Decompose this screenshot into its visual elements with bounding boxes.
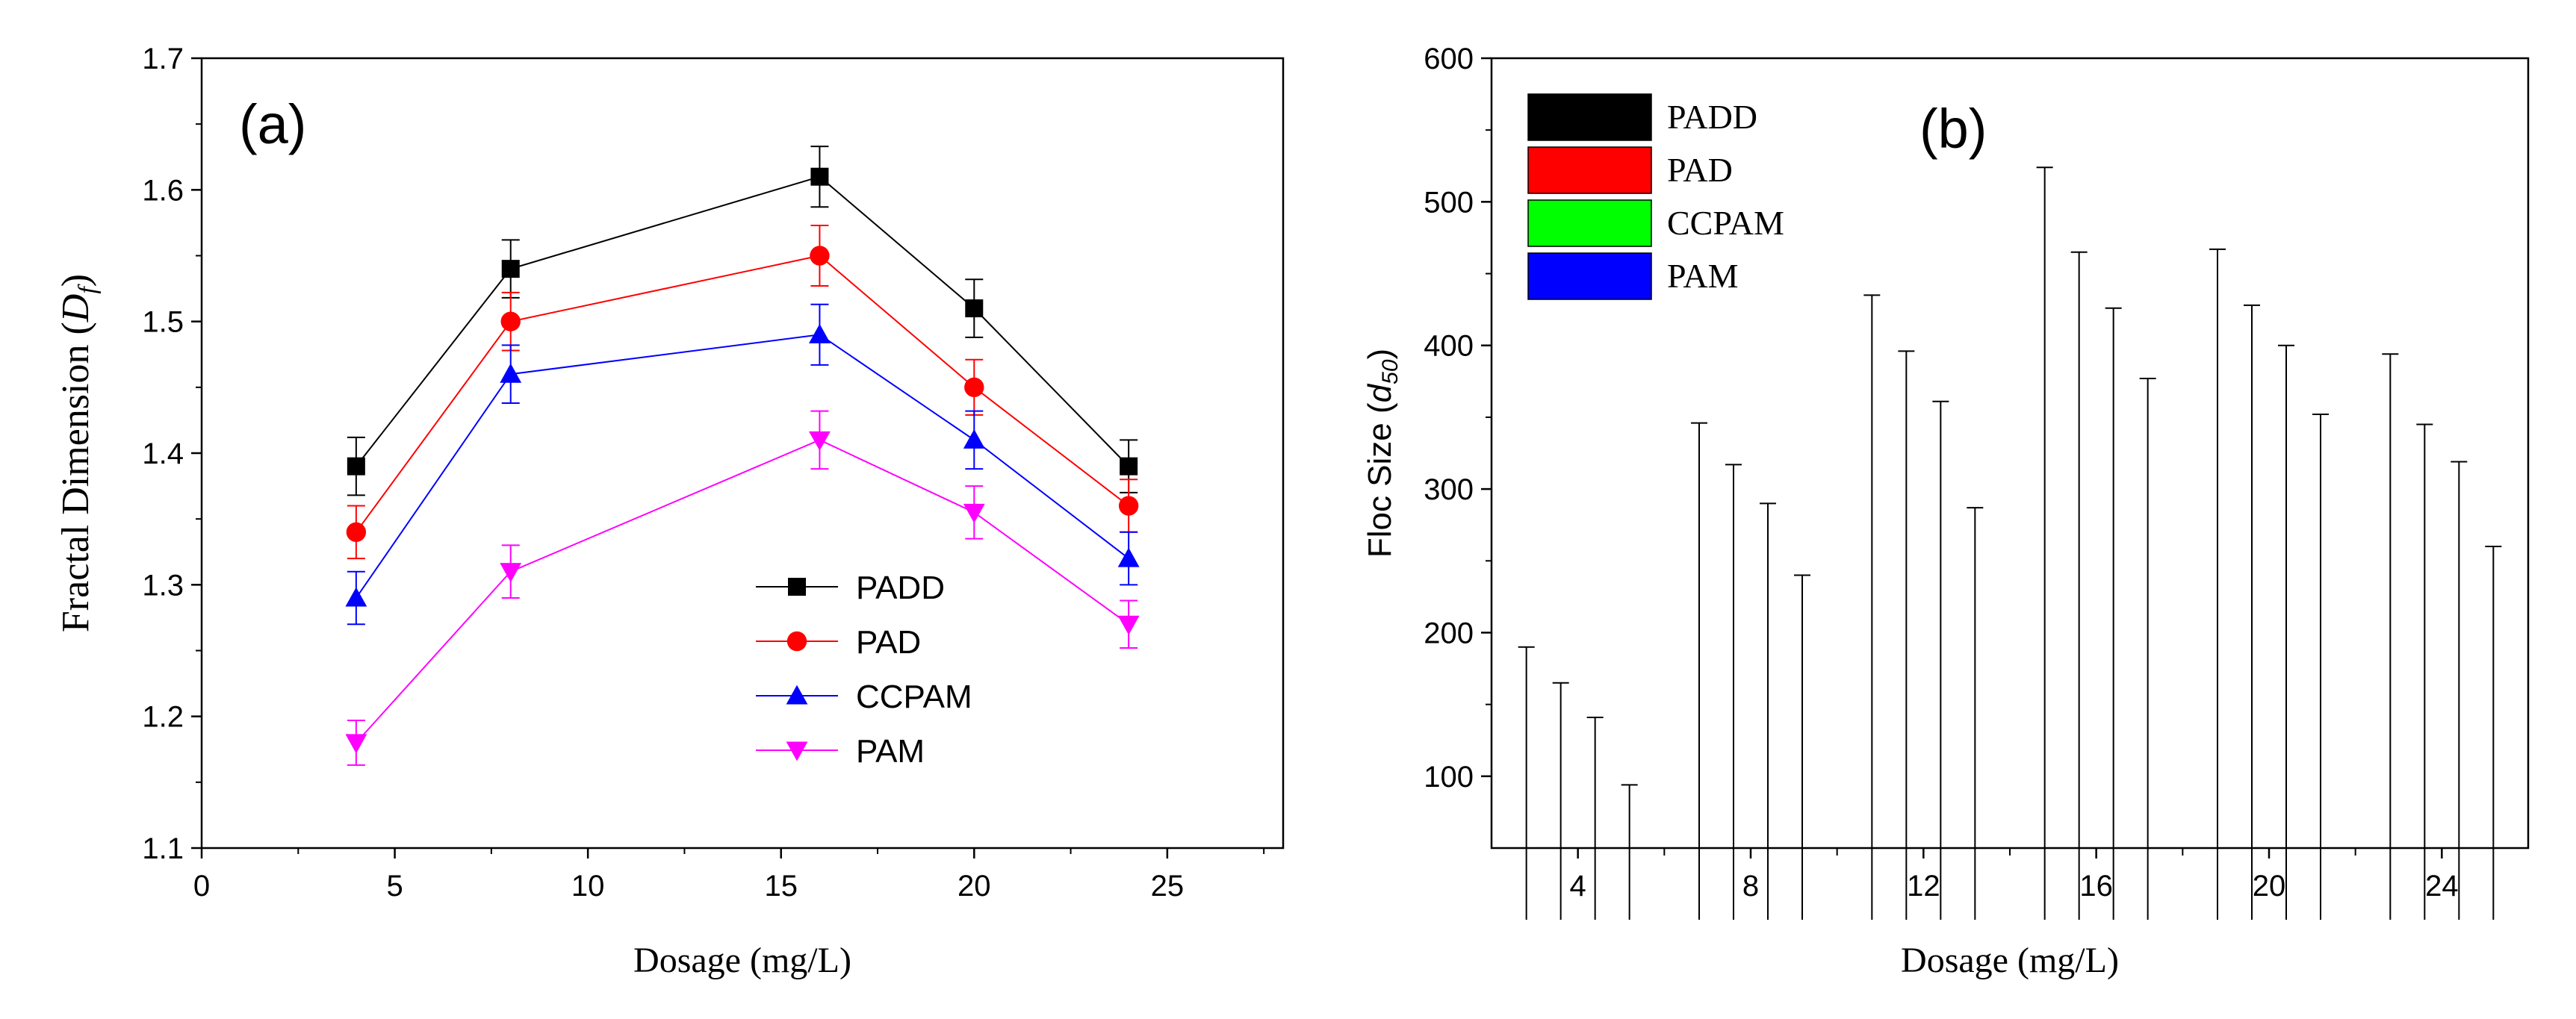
panel-b-y-axis-label-close: ) bbox=[1362, 349, 1398, 360]
panel-b-x-tick-label: 24 bbox=[2425, 870, 2459, 903]
panel-b-y-axis-label: Floc Size (d50) bbox=[1362, 349, 1403, 558]
panel-a-ticks: 0 5 10 15 20 25 1.1 1.2 1.3 1.4 1.5 1.6 1.7 bbox=[142, 43, 1265, 903]
panel-b-ticks: 100 200 300 400 500 600 4 8 12 16 20 24 bbox=[1424, 43, 2458, 903]
panel-b-x-tick-label: 8 bbox=[1742, 870, 1759, 903]
panel-b-y-tick-label: 600 bbox=[1424, 43, 1474, 75]
panel-a-point-pam bbox=[963, 503, 985, 523]
panel-b-bar-chart: 100 200 300 400 500 600 4 8 12 16 20 24 (b) Dosage … bbox=[1362, 43, 2530, 980]
panel-a-point-pam bbox=[809, 431, 831, 451]
panel-a-x-tick-label: 5 bbox=[386, 870, 403, 903]
panel-a-legend-label-padd: PADD bbox=[856, 570, 945, 606]
panel-a-point-ccpam bbox=[345, 587, 367, 607]
panel-b-legend-swatch-padd bbox=[1527, 93, 1652, 141]
panel-b-y-tick-label: 200 bbox=[1424, 617, 1474, 649]
panel-a-legend-marker-padd bbox=[788, 578, 806, 596]
panel-a-point-ccpam bbox=[963, 429, 985, 449]
panel-a-series-ccpam bbox=[345, 303, 1140, 626]
panel-a-legend: PADD PAD CCPAM PAM bbox=[756, 570, 972, 770]
panel-a-point-pad bbox=[1118, 496, 1139, 516]
panel-b-y-tick-label: 400 bbox=[1424, 330, 1474, 363]
panel-a-series-pam bbox=[345, 410, 1140, 766]
panel-a-point-padd bbox=[1120, 457, 1138, 476]
panel-a-legend-label-pam: PAM bbox=[856, 733, 925, 770]
panel-a-legend-label-ccpam: CCPAM bbox=[856, 679, 972, 715]
panel-b-y-axis-label-main: Floc Size ( bbox=[1362, 402, 1398, 558]
panel-a-legend-marker-pad bbox=[786, 631, 807, 652]
panel-b-x-tick-label: 12 bbox=[1907, 870, 1940, 903]
panel-b-x-tick-label: 20 bbox=[2253, 870, 2286, 903]
panel-a-point-pad bbox=[500, 311, 521, 331]
panel-a-point-padd bbox=[501, 260, 520, 278]
panel-a-label: (a) bbox=[239, 93, 306, 155]
panel-a-point-pad bbox=[964, 377, 984, 398]
panel-b-y-axis-label-subscript: 50 bbox=[1378, 359, 1403, 384]
panel-b-legend-swatch-pam bbox=[1527, 252, 1652, 300]
panel-b-y-axis-label-symbol: d bbox=[1362, 383, 1398, 402]
panel-a-y-tick-label: 1.5 bbox=[142, 306, 184, 339]
panel-b-legend-label-padd: PADD bbox=[1667, 98, 1757, 136]
panel-a-series-padd bbox=[347, 146, 1138, 496]
panel-b-legend-swatch-pad bbox=[1527, 146, 1652, 194]
panel-a-y-tick-label: 1.3 bbox=[142, 569, 184, 602]
panel-a-x-tick-label: 10 bbox=[571, 870, 605, 903]
panel-b-y-tick-label: 500 bbox=[1424, 186, 1474, 219]
panel-a-x-tick-label: 15 bbox=[764, 870, 798, 903]
panel-a-series-pad bbox=[346, 224, 1139, 560]
panel-b-label: (b) bbox=[1919, 98, 1987, 160]
panel-a-point-pam bbox=[345, 734, 367, 754]
panel-a-x-tick-label: 0 bbox=[193, 870, 210, 903]
panel-a-point-pad bbox=[810, 246, 830, 266]
panel-b-x-tick-label: 16 bbox=[2079, 870, 2113, 903]
panel-a-y-axis-label-close: ) bbox=[55, 274, 97, 287]
panel-b-legend: PADD PAD CCPAM PAM bbox=[1527, 93, 1784, 300]
panel-b-x-axis-label: Dosage (mg/L) bbox=[1901, 941, 2119, 980]
panel-a-series-group bbox=[345, 146, 1140, 766]
panel-a-y-tick-label: 1.4 bbox=[142, 437, 184, 470]
panel-a-x-tick-label: 25 bbox=[1151, 870, 1185, 903]
panel-a-legend-marker-pam bbox=[786, 741, 808, 761]
panel-a-point-ccpam bbox=[1117, 547, 1140, 567]
panel-a-y-axis-label-symbol: D bbox=[55, 294, 97, 323]
panel-a-point-pad bbox=[346, 522, 367, 542]
panel-a-y-axis-label-main: Fractal Dimension ( bbox=[55, 322, 97, 632]
panel-a-point-pam bbox=[1117, 615, 1140, 635]
panel-a-y-tick-label: 1.6 bbox=[142, 174, 184, 207]
panel-a-x-tick-label: 20 bbox=[958, 870, 991, 903]
panel-b-legend-label-pad: PAD bbox=[1667, 151, 1733, 189]
panel-a-point-padd bbox=[810, 167, 829, 186]
panel-a-line-pam bbox=[356, 439, 1129, 744]
panel-a-y-tick-label: 1.7 bbox=[142, 43, 184, 75]
panel-a-point-pam bbox=[500, 563, 522, 583]
panel-a-line-pad bbox=[356, 255, 1129, 533]
panel-a-point-ccpam bbox=[500, 363, 522, 383]
panel-b-y-tick-label: 100 bbox=[1424, 761, 1474, 794]
panel-b-bars-group bbox=[1518, 166, 2502, 920]
panel-a-legend-marker-ccpam bbox=[786, 685, 808, 705]
panel-a-legend-label-pad: PAD bbox=[856, 624, 921, 661]
panel-a-line-chart: 0 5 10 15 20 25 1.1 1.2 1.3 1.4 1.5 1.6 1.7 (a) Dosa… bbox=[55, 43, 1285, 980]
panel-a-y-tick-label: 1.1 bbox=[142, 832, 184, 865]
panel-b-x-tick-label: 4 bbox=[1570, 870, 1586, 903]
panel-a-plot-frame bbox=[200, 57, 1285, 850]
panel-a-point-padd bbox=[347, 457, 365, 476]
panel-b-legend-label-ccpam: CCPAM bbox=[1667, 204, 1784, 242]
panel-b-legend-swatch-ccpam bbox=[1527, 199, 1652, 247]
panel-a-x-axis-label: Dosage (mg/L) bbox=[633, 941, 851, 980]
panel-a-point-ccpam bbox=[809, 323, 831, 343]
panel-a-line-padd bbox=[356, 175, 1129, 467]
panel-a-y-tick-label: 1.2 bbox=[142, 701, 184, 734]
panel-a-point-padd bbox=[965, 299, 984, 318]
panel-b-y-tick-label: 300 bbox=[1424, 473, 1474, 506]
panel-a-y-axis-label: Fractal Dimension (Df) bbox=[55, 274, 102, 632]
panel-b-legend-label-pam: PAM bbox=[1667, 257, 1738, 295]
